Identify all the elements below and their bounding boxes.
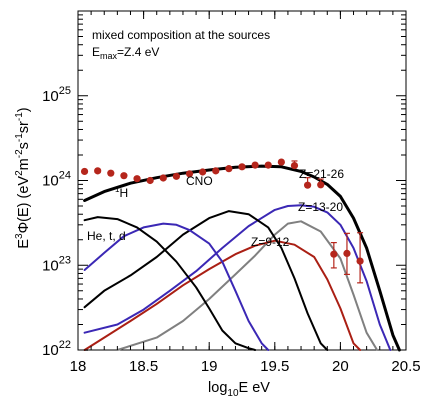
data-point [146, 176, 154, 185]
axes-layer: 18 18.5 19 19.5 20 20.5 1022 1023 1024 1025 [42, 11, 421, 375]
series-line-1 [83, 216, 257, 351]
series-line-0 [83, 164, 401, 352]
data-point [317, 181, 325, 189]
annotation-line2-sub: max [100, 51, 118, 61]
x-axis-label: log10E eV [208, 380, 270, 399]
data-point [212, 167, 220, 175]
x-axis-label-pre: log [208, 380, 227, 396]
data-point [251, 161, 259, 169]
x-tick-label: 19 [201, 358, 218, 375]
annotation-line2-pre: E [92, 45, 100, 59]
series-label-z13-20: Z=13-20 [298, 200, 343, 214]
data-point [304, 181, 312, 189]
data-point [225, 165, 233, 173]
data-point [94, 167, 102, 175]
x-axis-label-post: E eV [239, 380, 271, 396]
series-line-2 [83, 222, 270, 351]
data-point [133, 175, 141, 183]
series-line-6 [83, 204, 392, 351]
y-tick-label: 1022 [42, 339, 71, 359]
series-line-5 [83, 220, 379, 351]
data-point [80, 167, 89, 176]
data-point [277, 158, 285, 166]
plot-area-frame [77, 10, 407, 351]
series-line-4 [83, 239, 362, 351]
series-label-h: 1H [115, 185, 128, 200]
y-tick-label: 1024 [42, 170, 71, 190]
x-tick-label: 20.5 [391, 358, 420, 375]
data-point [330, 250, 338, 258]
data-point [172, 172, 180, 180]
annotation-line2: Emax=Z.4 eV [92, 45, 159, 61]
x-tick-label: 19.5 [260, 358, 289, 375]
data-point [264, 161, 272, 169]
x-tick-label: 18 [70, 358, 87, 375]
x-tick-label: 18.5 [129, 358, 158, 375]
data-point [290, 161, 299, 170]
data-point [107, 169, 115, 177]
annotation-line2-post: =Z.4 eV [117, 45, 159, 59]
annotation-line1: mixed composition at the sources [92, 28, 270, 42]
data-point [238, 163, 246, 171]
data-point [120, 172, 128, 180]
series-label-he: He, t, d [87, 229, 126, 243]
series-line-3 [83, 210, 329, 351]
y-tick-label: 1025 [42, 85, 71, 105]
series-label-cno: CNO [186, 174, 213, 188]
series-label-z9-12: Z=9-12 [251, 235, 290, 249]
data-point [356, 257, 364, 265]
x-axis-label-sub: 10 [227, 388, 239, 399]
y-tick-label: 1023 [42, 254, 71, 274]
data-point [199, 168, 207, 176]
series-layer [80, 158, 401, 352]
x-tick-label: 20 [332, 358, 349, 375]
data-point [343, 249, 351, 257]
data-point [185, 170, 194, 178]
series-label-z21-26: Z=21-26 [299, 167, 344, 181]
y-axis-label: E3Φ(E) (eV2m-2s-1sr-1) [14, 107, 32, 248]
data-point [159, 174, 167, 182]
